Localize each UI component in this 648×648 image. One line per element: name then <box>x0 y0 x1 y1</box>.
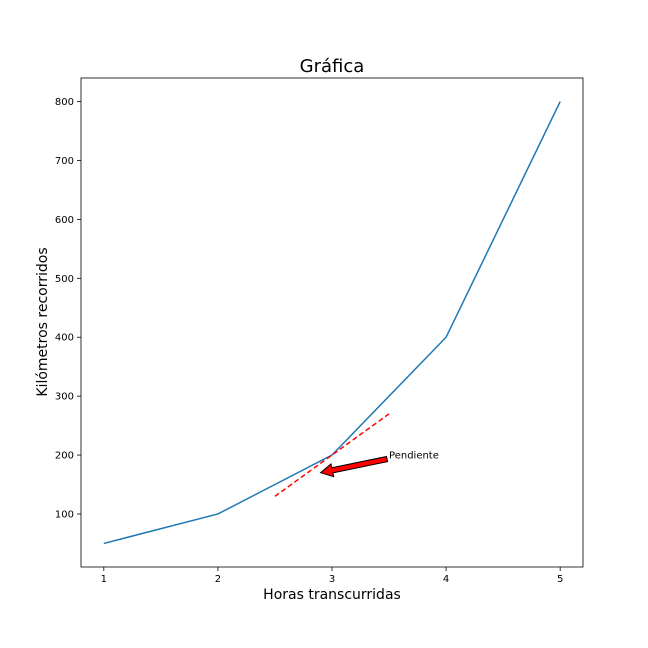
y-tick-label: 600 <box>55 215 74 226</box>
y-axis-label: Kilómetros recorridos <box>35 247 51 396</box>
y-tick-label: 200 <box>55 451 74 462</box>
x-tick-label: 5 <box>557 574 563 585</box>
data-lines <box>103 101 561 545</box>
annotation-arrow <box>319 455 389 478</box>
x-tick-label: 3 <box>329 574 335 585</box>
y-tick-label: 500 <box>55 274 74 285</box>
y-tick-label: 400 <box>55 333 74 344</box>
x-tick-label: 1 <box>101 574 107 585</box>
x-tick-label: 4 <box>443 574 449 585</box>
y-tick-label: 700 <box>55 156 74 167</box>
axis-ticks: 1 2 3 4 5 100 200 300 400 500 600 700 800 <box>55 97 563 585</box>
x-axis-label: Horas transcurridas <box>263 587 401 603</box>
y-tick-label: 300 <box>55 392 74 403</box>
annotation-text: Pendiente <box>389 451 439 462</box>
chart-title: Gráfica <box>300 56 365 77</box>
annotation-group: Pendiente <box>319 451 439 478</box>
plot-frame <box>80 77 584 568</box>
y-tick-label: 800 <box>55 97 74 108</box>
plot-background <box>81 78 583 567</box>
y-tick-label: 100 <box>55 509 74 520</box>
x-tick-label: 2 <box>215 574 221 585</box>
